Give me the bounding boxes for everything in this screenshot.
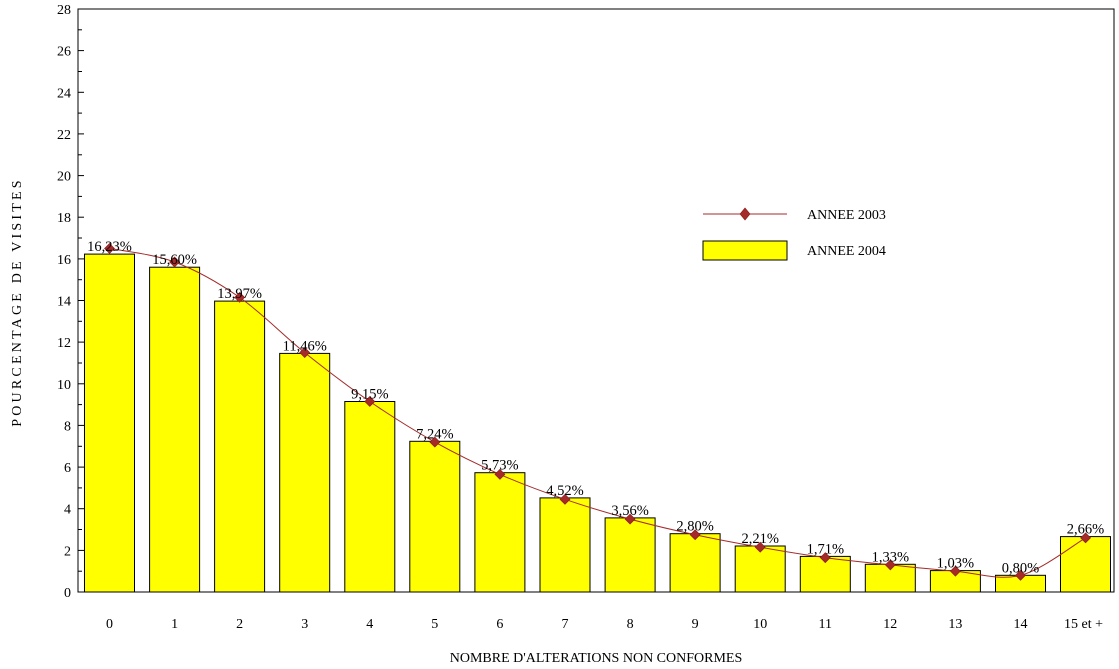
data-label-5: 7,24%: [416, 426, 453, 442]
y-tick-label-4: 4: [64, 503, 71, 518]
line-2003-marker-3: [299, 347, 311, 358]
legend: ANNEE 2003 ANNEE 2004: [702, 207, 886, 261]
bar-15 et +: [1060, 536, 1111, 593]
y-tick-label-14: 14: [57, 295, 71, 310]
x-tick-label-3: 3: [301, 617, 308, 632]
line-2003: [104, 243, 1091, 581]
data-label-4: 9,15%: [351, 387, 388, 403]
bar-6: [474, 472, 526, 593]
x-axis-title: NOMBRE D'ALTERATIONS NON CONFORMES: [450, 651, 743, 666]
x-tick-label-7: 7: [562, 617, 569, 632]
x-tick-label-15 et +: 15 et +: [1064, 617, 1103, 632]
data-label-6: 5,73%: [481, 458, 518, 474]
data-label-11: 1,71%: [807, 541, 844, 557]
y-tick-label-26: 26: [57, 45, 71, 60]
x-tick-label-5: 5: [431, 617, 438, 632]
line-2003-marker-10: [754, 541, 766, 553]
data-label-0: 16,23%: [87, 239, 132, 255]
y-tick-label-24: 24: [57, 86, 71, 101]
x-tick-label-8: 8: [627, 617, 634, 632]
line-2003-marker-6: [494, 468, 506, 480]
y-tick-label-10: 10: [57, 378, 71, 393]
data-label-12: 1,33%: [872, 549, 909, 565]
x-tick-label-0: 0: [106, 617, 113, 632]
x-tick-label-14: 14: [1014, 617, 1028, 632]
line-2003-marker-5: [429, 436, 441, 448]
line-2003-marker-4: [364, 396, 376, 407]
legend-label-2003: ANNEE 2003: [807, 208, 886, 223]
line-2003-marker-11: [819, 552, 831, 564]
data-label-7: 4,52%: [546, 483, 583, 499]
line-2003-marker-9: [689, 529, 701, 541]
bar-8: [604, 517, 656, 593]
legend-swatch-2004: [702, 240, 788, 261]
bar-3: [279, 352, 331, 593]
bar-2: [214, 300, 266, 593]
data-label-14: 0,80%: [1002, 560, 1039, 576]
y-tick-label-28: 28: [57, 3, 71, 18]
x-tick-label-12: 12: [883, 617, 897, 632]
data-label-9: 2,80%: [676, 519, 713, 535]
data-label-15 et +: 2,66%: [1067, 522, 1104, 538]
y-tick-label-12: 12: [57, 336, 71, 351]
x-tick-label-1: 1: [171, 617, 178, 632]
data-labels: 16,23% 15,60% 13,97% 11,46% 9,15% 7,24% 5,73% 4…: [87, 239, 1104, 576]
y-tick-label-6: 6: [64, 461, 71, 476]
line-2003-marker-13: [949, 565, 961, 577]
line-2003-marker-14: [1015, 569, 1026, 581]
line-2003-marker-15 et +: [1080, 532, 1091, 544]
y-tick-label-18: 18: [57, 211, 71, 226]
data-label-13: 1,03%: [937, 556, 974, 572]
data-label-8: 3,56%: [611, 503, 648, 519]
x-axis: 0 1 2 3 4 5 6 7 8 9 10 11 12 13 14 15 et +: [106, 617, 1103, 632]
y-tick-label-16: 16: [57, 253, 71, 268]
x-tick-label-2: 2: [236, 617, 243, 632]
data-label-3: 11,46%: [283, 338, 327, 354]
bar-9: [669, 533, 721, 593]
bar-4: [344, 401, 396, 593]
x-tick-label-13: 13: [948, 617, 962, 632]
line-2003-marker-7: [559, 493, 571, 505]
data-label-10: 2,21%: [741, 531, 778, 547]
x-tick-label-11: 11: [819, 617, 832, 632]
y-tick-label-22: 22: [57, 128, 71, 143]
line-2003-marker-8: [624, 513, 636, 525]
data-label-2: 13,97%: [217, 286, 262, 302]
y-tick-label-2: 2: [64, 544, 71, 559]
data-label-1: 15,60%: [152, 252, 197, 268]
x-tick-label-6: 6: [496, 617, 503, 632]
bar-5: [409, 440, 461, 593]
bar-1: [149, 266, 201, 593]
y-axis-title: POURCENTAGE DE VISITES: [10, 177, 25, 426]
bar-10: [734, 545, 786, 593]
bars-2004: [84, 253, 1111, 593]
line-2003-marker-0: [104, 243, 115, 254]
legend-label-2004: ANNEE 2004: [807, 244, 886, 259]
line-2003-marker-12: [884, 559, 896, 571]
bar-7: [539, 497, 591, 593]
y-tick-label-20: 20: [57, 170, 71, 185]
x-tick-label-10: 10: [753, 617, 767, 632]
bar-0: [84, 253, 135, 593]
line-2003-marker-1: [169, 256, 180, 268]
line-2003-marker-2: [234, 291, 246, 303]
x-tick-label-9: 9: [692, 617, 699, 632]
y-tick-label-0: 0: [64, 586, 71, 601]
legend-marker-2003: [739, 207, 751, 221]
x-tick-label-4: 4: [366, 617, 373, 632]
line-2003-path: [109, 247, 1086, 578]
y-tick-label-8: 8: [64, 419, 71, 434]
